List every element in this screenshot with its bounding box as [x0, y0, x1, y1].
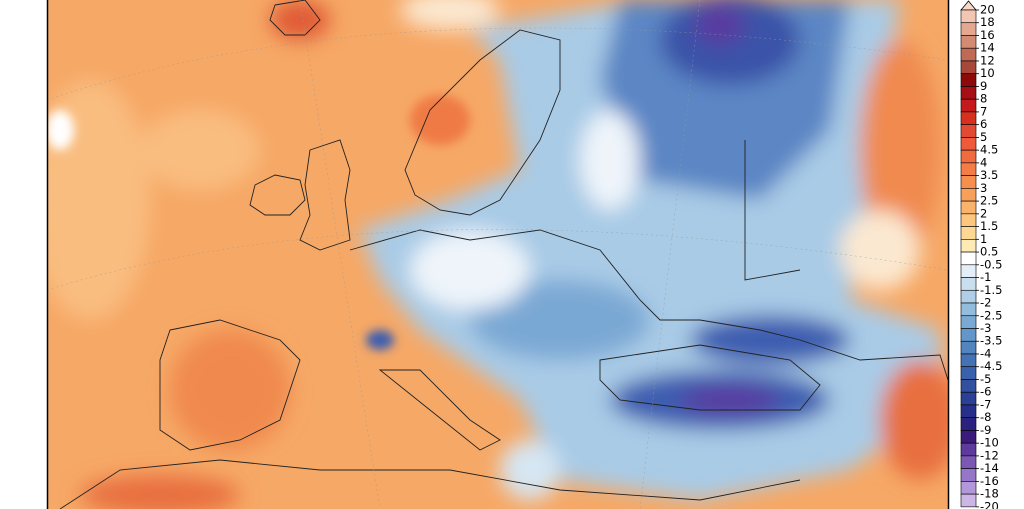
colorbar-box	[960, 226, 977, 240]
colorbar-label: 20	[980, 3, 995, 17]
colorbar-label: 5	[980, 130, 987, 144]
colorbar-box	[960, 353, 977, 368]
colorbar-label: -20	[980, 499, 999, 509]
colorbar-box	[960, 98, 977, 113]
colorbar-label: -9	[980, 423, 991, 437]
colorbar-label: -3.5	[980, 334, 1002, 348]
colorbar-label: 4	[980, 155, 987, 169]
colorbar-label: 7	[980, 104, 987, 118]
colorbar-box	[960, 289, 977, 304]
colorbar-box	[960, 73, 977, 87]
colorbar-arrow	[960, 0, 977, 11]
colorbar-box	[960, 149, 977, 164]
colorbar-box	[960, 47, 977, 62]
colorbar-label: -1	[980, 270, 991, 284]
colorbar-box	[960, 277, 977, 291]
colorbar-box	[960, 481, 977, 495]
colorbar-label: 6	[980, 117, 987, 131]
colorbar-box	[960, 430, 977, 444]
colorbar-box	[960, 302, 977, 317]
colorbar-label: 3.5	[980, 168, 998, 182]
anomaly-detail	[47, 95, 470, 350]
colorbar-label: 16	[980, 28, 995, 42]
colorbar-label: -2	[980, 296, 991, 310]
colorbar-box	[960, 493, 977, 508]
colorbar-box	[960, 35, 977, 49]
colorbar-box	[960, 391, 977, 406]
anomaly-field	[47, 0, 948, 509]
colorbar-box	[960, 455, 977, 469]
colorbar-label: -6	[980, 385, 991, 399]
colorbar-box	[960, 442, 977, 457]
colorbar-label: -2.5	[980, 308, 1002, 322]
graticule	[47, 0, 948, 509]
colorbar-label: 4.5	[980, 143, 998, 157]
colorbar-box	[960, 162, 977, 176]
colorbar-label: 1	[980, 232, 987, 246]
colorbar-box	[960, 175, 977, 189]
colorbar-box	[960, 9, 977, 24]
colorbar-box	[960, 239, 977, 253]
colorbar: 201816141210987654.543.532.521.510.5-0.5…	[960, 0, 1002, 509]
colorbar-box	[960, 315, 977, 329]
colorbar-box	[960, 328, 977, 342]
colorbar-box	[960, 200, 977, 215]
colorbar-box	[960, 86, 977, 100]
colorbar-label: -14	[980, 461, 999, 475]
colorbar-label: 3	[980, 181, 987, 195]
colorbar-label: -3	[980, 321, 991, 335]
colorbar-label: -16	[980, 474, 999, 488]
colorbar-box	[960, 264, 977, 278]
colorbar-box	[960, 124, 977, 138]
colorbar-label: 18	[980, 15, 995, 29]
colorbar-box	[960, 251, 977, 266]
colorbar-label: 10	[980, 66, 995, 80]
colorbar-label: -4	[980, 346, 991, 360]
colorbar-box	[960, 379, 977, 393]
colorbar-label: 2.5	[980, 194, 998, 208]
colorbar-label: -0.5	[980, 257, 1002, 271]
colorbar-label: 14	[980, 41, 995, 55]
colorbar-label: 8	[980, 92, 987, 106]
colorbar-label: 9	[980, 79, 987, 93]
colorbar-label: -4.5	[980, 359, 1002, 373]
colorbar-label: -10	[980, 436, 999, 450]
colorbar-label: -7	[980, 397, 991, 411]
colorbar-box	[960, 213, 977, 227]
map	[47, 0, 948, 509]
colorbar-box	[960, 22, 977, 36]
colorbar-label: -1.5	[980, 283, 1002, 297]
colorbar-box	[960, 417, 977, 431]
colorbar-box	[960, 404, 977, 418]
colorbar-label: 12	[980, 53, 995, 67]
colorbar-box	[960, 340, 977, 355]
colorbar-label: 0.5	[980, 245, 998, 259]
colorbar-box	[960, 366, 977, 380]
colorbar-label: 1.5	[980, 219, 998, 233]
colorbar-label: -8	[980, 410, 991, 424]
colorbar-label: -18	[980, 487, 999, 501]
colorbar-label: 2	[980, 206, 987, 220]
colorbar-box	[960, 188, 977, 202]
colorbar-box	[960, 137, 977, 151]
colorbar-box	[960, 468, 977, 482]
colorbar-label: -5	[980, 372, 991, 386]
colorbar-label: -12	[980, 448, 999, 462]
colorbar-box	[960, 60, 977, 74]
colorbar-box	[960, 111, 977, 125]
coastlines	[59, 0, 948, 509]
